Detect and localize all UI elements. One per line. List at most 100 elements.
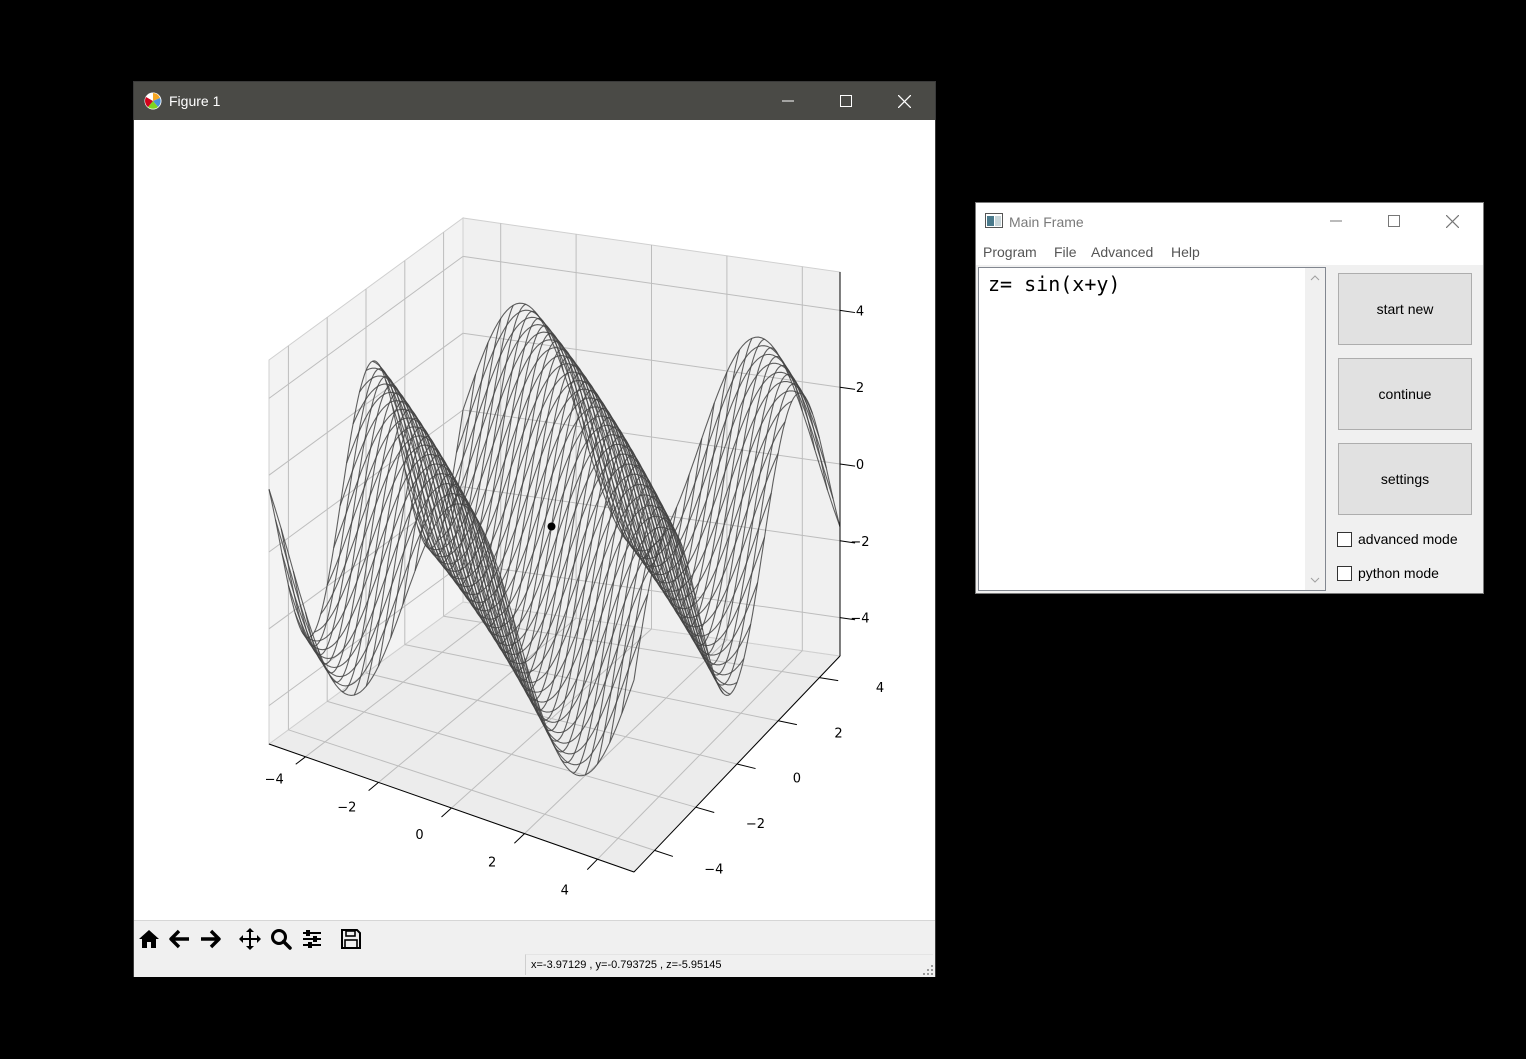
window-app-icon — [985, 213, 1003, 228]
scroll-up-icon[interactable] — [1310, 275, 1320, 281]
y-tick — [695, 806, 715, 813]
surface-wire — [584, 356, 791, 776]
surface-wire — [436, 331, 814, 584]
surface-wire — [633, 392, 841, 696]
close-icon — [1445, 214, 1459, 228]
x-tick-label: −2 — [337, 800, 356, 815]
navigation-toolbar: x=-3.97129 , y=-0.793725 , z=-5.95145 — [134, 920, 935, 977]
surface-wire — [462, 302, 841, 552]
back-button[interactable] — [168, 927, 192, 951]
surface-wire — [443, 324, 820, 576]
matplotlib-logo-icon — [144, 92, 162, 110]
checkbox-box[interactable] — [1337, 531, 1352, 547]
surface-wire — [621, 383, 828, 714]
grid-line — [524, 639, 728, 834]
z-tick — [839, 386, 856, 390]
expression-editor[interactable]: z= sin(x+y) — [978, 267, 1326, 591]
grid-line — [365, 672, 738, 765]
menu-help[interactable]: Help — [1171, 244, 1200, 260]
grid-line — [404, 644, 779, 722]
marker-point — [547, 522, 556, 531]
minimize-icon — [782, 100, 794, 102]
home-icon — [139, 930, 159, 948]
arrow-left-icon — [169, 929, 189, 949]
y-tick — [819, 677, 839, 682]
y-tick-label: −2 — [746, 817, 765, 832]
grid-line — [462, 255, 841, 311]
floppy-disk-icon — [341, 929, 361, 949]
main-minimize-button[interactable] — [1307, 203, 1365, 239]
menu-file[interactable]: File — [1054, 244, 1077, 260]
scroll-down-icon[interactable] — [1310, 577, 1320, 583]
zoom-button[interactable] — [269, 927, 293, 951]
continue-button[interactable]: continue — [1338, 358, 1472, 430]
save-button[interactable] — [339, 927, 363, 951]
settings-button[interactable]: settings — [1338, 443, 1472, 515]
surface-wire — [430, 339, 807, 592]
y-tick — [736, 763, 756, 770]
move-icon — [239, 928, 261, 950]
surface-wire — [596, 364, 803, 765]
surface-wire — [449, 316, 827, 568]
grid-line — [597, 650, 803, 860]
grid-line — [268, 409, 464, 553]
x-tick-label: −4 — [265, 773, 284, 788]
x-tick — [514, 833, 525, 844]
magnifier-icon — [271, 929, 292, 950]
figure-titlebar[interactable]: Figure 1 — [134, 82, 935, 120]
home-button[interactable] — [137, 927, 161, 951]
x-tick — [368, 782, 379, 791]
y-tick-label: 4 — [876, 681, 884, 696]
minimize-button[interactable] — [759, 82, 817, 120]
figure-title: Figure 1 — [169, 93, 221, 109]
z-tick-label: −2 — [850, 535, 869, 550]
grid-line — [268, 332, 464, 476]
x-tick-label: 4 — [561, 883, 569, 898]
surface-plot[interactable]: −4 −4 −4 −2 −2 −2 0 0 0 2 2 2 4 4 4 — [134, 120, 935, 920]
checkbox-box[interactable] — [1337, 565, 1352, 581]
z-tick — [839, 309, 856, 314]
forward-button[interactable] — [198, 927, 222, 951]
x-tick-label: 0 — [415, 828, 423, 843]
maximize-button[interactable] — [817, 82, 875, 120]
main-frame-title: Main Frame — [1009, 214, 1084, 230]
x-tick — [441, 807, 452, 818]
z-tick — [839, 463, 856, 467]
start-new-button[interactable]: start new — [1338, 273, 1472, 345]
y-tick — [778, 720, 797, 726]
python-mode-checkbox[interactable]: python mode — [1337, 565, 1439, 581]
resize-grip-icon[interactable] — [923, 965, 933, 975]
y-tick — [654, 849, 674, 857]
z-tick-label: 0 — [856, 458, 864, 473]
y-tick-label: 0 — [793, 772, 801, 787]
main-close-button[interactable] — [1423, 203, 1481, 239]
y-tick-label: 2 — [834, 726, 842, 741]
configure-subplots-button[interactable] — [300, 927, 324, 951]
z-tick-label: 4 — [856, 304, 864, 319]
editor-scrollbar[interactable] — [1305, 268, 1325, 590]
main-frame-titlebar[interactable]: Main Frame — [976, 203, 1483, 239]
advanced-mode-checkbox[interactable]: advanced mode — [1337, 531, 1458, 547]
maximize-icon — [840, 95, 852, 107]
sliders-icon — [303, 930, 321, 948]
plot-canvas[interactable]: −4 −4 −4 −2 −2 −2 0 0 0 2 2 2 4 4 4 — [134, 120, 935, 920]
maximize-icon — [1388, 215, 1400, 227]
menu-program[interactable]: Program — [983, 244, 1037, 260]
main-frame-window: Main Frame Program File Advanced Help z=… — [976, 203, 1483, 593]
menu-advanced[interactable]: Advanced — [1091, 244, 1154, 260]
close-icon — [897, 94, 911, 108]
menu-bar: Program File Advanced Help — [976, 239, 1483, 265]
x-tick-label: 2 — [488, 856, 496, 871]
minimize-icon — [1330, 220, 1342, 222]
x-tick — [586, 858, 598, 870]
main-maximize-button[interactable] — [1365, 203, 1423, 239]
pan-button[interactable] — [238, 927, 262, 951]
z-tick-label: −4 — [850, 612, 869, 627]
editor-content[interactable]: z= sin(x+y) — [988, 272, 1121, 296]
figure-window: Figure 1 −4 −4 −4 −2 −2 −2 0 0 0 2 2 2 4 4 4 — [134, 82, 935, 977]
z-tick — [839, 617, 856, 621]
z-tick — [839, 540, 856, 544]
close-button[interactable] — [875, 82, 933, 120]
surface-wire — [455, 309, 834, 560]
x-tick — [295, 756, 306, 765]
